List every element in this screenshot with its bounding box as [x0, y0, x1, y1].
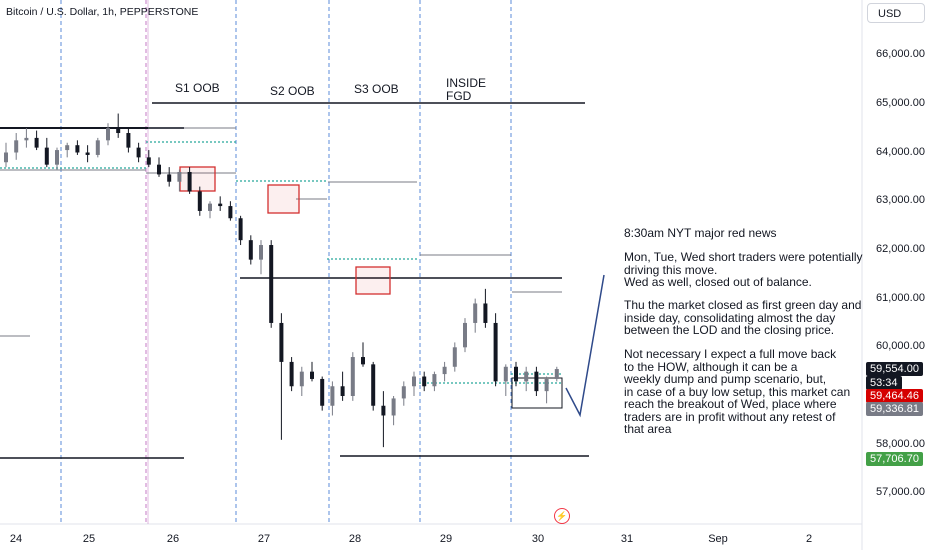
candle-body — [442, 366, 447, 375]
time-tick: 26 — [166, 533, 180, 545]
price-tick: 63,000.00 — [876, 194, 925, 207]
candle-body — [146, 157, 151, 165]
price-tick: 60,000.00 — [876, 340, 925, 353]
candle-body — [330, 386, 335, 406]
price-tick: 64,000.00 — [876, 145, 925, 158]
candle-body — [197, 191, 202, 211]
candle-body — [238, 218, 243, 241]
candle-body — [503, 366, 508, 382]
price-tick: 62,000.00 — [876, 242, 925, 255]
oob-box-2 — [355, 266, 391, 295]
time-tick: 2 — [805, 533, 813, 545]
candle-body — [136, 147, 141, 158]
time-tick: 28 — [348, 533, 362, 545]
candle-body — [361, 357, 365, 365]
oob-box-1 — [267, 184, 300, 214]
candle-body — [24, 137, 29, 141]
price-tick: 58,000.00 — [876, 437, 925, 450]
candle-body — [14, 140, 19, 153]
candle-body — [422, 376, 427, 387]
price-tag: 53:34 — [866, 375, 902, 390]
candle-body — [85, 152, 90, 155]
candle-body — [65, 145, 70, 151]
candle-body — [177, 171, 182, 182]
price-tag: 59,336.81 — [866, 402, 923, 417]
symbol-title: Bitcoin / U.S. Dollar, 1h, PEPPERSTONE — [6, 6, 199, 18]
price-tick: 65,000.00 — [876, 96, 925, 109]
projection-line — [565, 274, 605, 418]
candle-body — [167, 174, 172, 182]
time-tick: 29 — [439, 533, 453, 545]
time-tick: 30 — [531, 533, 545, 545]
time-tick: Sep — [708, 533, 728, 545]
candle-body — [4, 152, 8, 163]
note-paragraph-1: Mon, Tue, Wed short traders were potenti… — [624, 250, 863, 289]
time-tick: 24 — [9, 533, 23, 545]
candle-body — [544, 378, 549, 392]
candle-body — [279, 322, 284, 362]
note-paragraph-2: Thu the market closed as first green day… — [624, 298, 862, 337]
lightning-icon[interactable]: ⚡ — [554, 508, 570, 524]
candle-body — [299, 371, 304, 387]
candle-body — [208, 203, 212, 211]
price-tick: 61,000.00 — [876, 291, 925, 304]
candle-body — [320, 378, 325, 406]
note-headline: 8:30am NYT major red news — [624, 226, 777, 240]
candle-body — [534, 371, 539, 392]
candle-body — [350, 357, 355, 396]
note-paragraph-3: Not necessary I expect a full move back … — [624, 347, 851, 436]
candle-body — [340, 386, 345, 396]
candle-body — [34, 137, 39, 148]
candle-body — [116, 128, 121, 134]
candle-body — [248, 240, 253, 260]
time-tick: 27 — [257, 533, 271, 545]
time-tick: 31 — [620, 533, 634, 545]
s1-label: S1 OOB — [175, 81, 220, 95]
currency-button[interactable]: USD — [867, 3, 925, 23]
price-tick: 57,000.00 — [876, 486, 925, 499]
candle-body — [412, 376, 416, 387]
s3-label: S3 OOB — [354, 82, 399, 96]
oob-box-0 — [179, 166, 216, 192]
candle-body — [514, 366, 518, 382]
candle-body — [493, 322, 498, 382]
candle-body — [310, 371, 314, 379]
candle-body — [432, 374, 437, 387]
candle-body — [95, 140, 100, 155]
s2-label: S2 OOB — [270, 84, 315, 98]
price-tick: 66,000.00 — [876, 48, 925, 61]
candle-body — [391, 398, 396, 416]
candle-body — [228, 206, 233, 219]
candle-body — [452, 347, 457, 367]
price-tag: 57,706.70 — [866, 451, 923, 466]
fgd-label: FGD — [446, 89, 472, 103]
price-tag: 59,554.00 — [866, 362, 923, 377]
candle-body — [483, 303, 488, 323]
time-tick: 25 — [82, 533, 96, 545]
candle-body — [289, 361, 294, 387]
candle-body — [401, 386, 406, 399]
candle-body — [75, 145, 80, 153]
candle-body — [524, 371, 529, 382]
candle-body — [218, 203, 223, 207]
candle-body — [269, 245, 274, 323]
candle-body — [473, 303, 478, 323]
candle-body — [106, 128, 110, 141]
candle-body — [554, 369, 559, 379]
candle-body — [44, 147, 49, 165]
candle-body — [371, 364, 376, 406]
candle-body — [463, 322, 467, 348]
candle-body — [259, 245, 263, 260]
price-tag: 59,464.46 — [866, 389, 923, 403]
candle-body — [381, 405, 386, 416]
inside-label: INSIDE — [446, 76, 487, 90]
candle-body — [157, 164, 161, 175]
candle-body — [55, 150, 59, 165]
candle-body — [187, 171, 192, 192]
candle-body — [126, 133, 131, 148]
